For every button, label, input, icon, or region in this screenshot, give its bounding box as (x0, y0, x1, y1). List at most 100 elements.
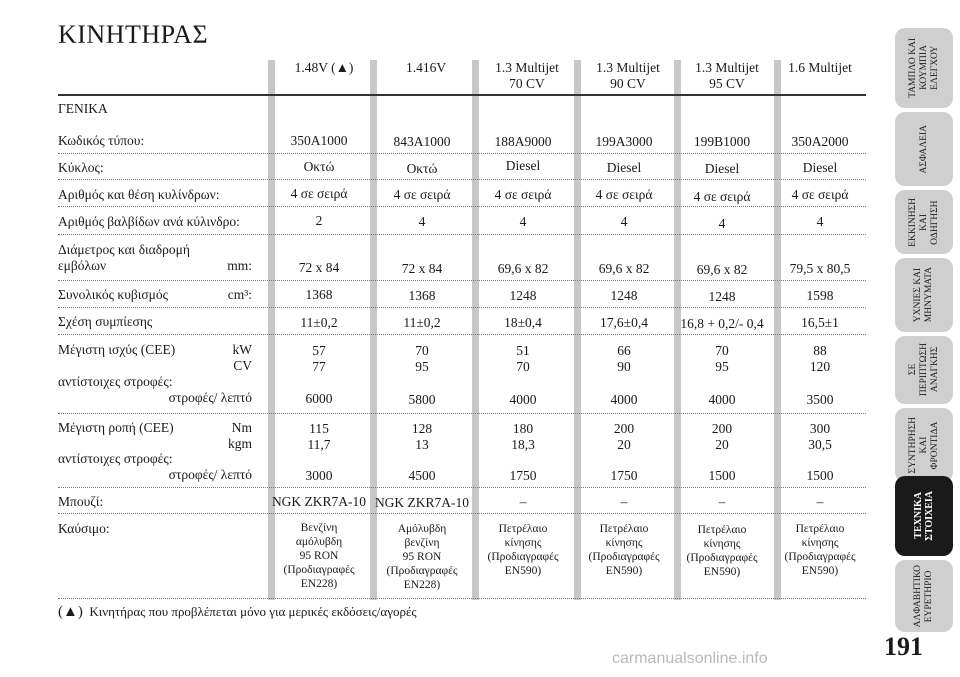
footnote-symbol: (▲) (58, 604, 83, 620)
row-label-cycle: Κύκλος: (58, 160, 104, 175)
row-label-max-power: Μέγιστη ισχύς (CEE) (58, 342, 176, 357)
power-cv-value: 95 (715, 359, 729, 374)
bore-stroke-value: 69,6 x 82 (497, 261, 549, 276)
row-divider (58, 179, 866, 180)
power-kw-value: 66 (617, 343, 631, 358)
engine-code-value: 350A2000 (791, 134, 849, 149)
cylinders-value: 4 σε σειρά (595, 187, 653, 202)
displacement-value: 1368 (305, 287, 333, 302)
fuel-value: Αμόλυβδη βενζίνη 95 RON (Προδιαγραφές EN228) (386, 523, 458, 591)
page-number: 191 (884, 632, 923, 661)
valves-value: 4 (816, 214, 824, 229)
compression-value: 17,6±0,4 (600, 315, 648, 330)
power-kw-value: 70 (415, 343, 429, 358)
row-divider (58, 334, 866, 335)
fuel-value: Πετρέλαιο κίνησης (Προδιαγραφές EN590) (588, 523, 660, 577)
bore-stroke-value: 79,5 x 80,5 (789, 261, 851, 276)
fuel-value: Πετρέλαιο κίνησης (Προδιαγραφές EN590) (487, 523, 559, 577)
row-divider (58, 234, 866, 235)
column-stripe (774, 60, 781, 600)
tab-dashboard-controls[interactable]: ΤΑΜΠΛΟ ΚΑΙ ΚΟΥΜΠΙΑ ΕΛΕΓΧΟΥ (895, 28, 953, 108)
header-divider (58, 94, 866, 96)
power-cv-value: 90 (617, 359, 631, 374)
valves-value: 4 (620, 214, 628, 229)
column-stripe (674, 60, 681, 600)
power-rpm-value: 4000 (708, 392, 736, 407)
valves-value: 2 (315, 213, 323, 228)
power-rpm-value: 3500 (806, 392, 834, 407)
engine-code-value: 199A3000 (595, 134, 653, 149)
torque-kgm-value: 13 (415, 437, 429, 452)
tab-warning-lights-messages[interactable]: ΥΧΝΙΕΣ ΚΑΙ ΜΗΝΥΜΑΤΑ (895, 258, 953, 332)
tab-emergency[interactable]: ΣΕ ΠΕΡΙΠΤΩΣΗ ΑΝΑΓΚΗΣ (895, 336, 953, 404)
bore-stroke-value: 72 x 84 (401, 261, 443, 276)
valves-value: 4 (718, 216, 726, 231)
row-label-spark-plug: Μπουζί: (58, 494, 104, 509)
torque-rpm-value: 3000 (305, 468, 333, 483)
fuel-value: Πετρέλαιο κίνησης (Προδιαγραφές EN590) (686, 524, 758, 578)
column-header-5: 1.3 Multijet 95 CV (695, 60, 759, 91)
power-kw-value: 88 (813, 343, 827, 358)
cylinders-value: 4 σε σειρά (290, 186, 348, 201)
power-cv-value: 95 (415, 359, 429, 374)
tab-maintenance-care[interactable]: ΣΥΝΤΗΡΗΣΗ ΚΑΙ ΦΡΟΝΤΙΔΑ (895, 408, 953, 482)
power-cv-value: 70 (516, 359, 530, 374)
fuel-value: Πετρέλαιο κίνησης (Προδιαγραφές EN590) (784, 523, 856, 577)
unit-cm3: cm³: (227, 287, 252, 302)
cycle-value: Diesel (802, 160, 838, 175)
row-divider (58, 206, 866, 207)
torque-kgm-value: 18,3 (511, 437, 535, 452)
torque-nm-value: 128 (411, 421, 433, 436)
torque-kgm-value: 20 (617, 437, 631, 452)
power-rpm-value: 6000 (305, 391, 333, 406)
spark-plug-value: – (718, 494, 726, 509)
unit-cv: CV (233, 358, 252, 373)
compression-value: 11±0,2 (403, 315, 441, 330)
displacement-value: 1248 (708, 289, 736, 304)
power-cv-value: 77 (312, 359, 326, 374)
torque-rpm-value: 1500 (708, 468, 736, 483)
column-header-4: 1.3 Multijet 90 CV (596, 60, 660, 91)
footnote: (▲) Κινητήρας που προβλέπεται μόνο για μ… (58, 604, 417, 621)
column-stripe (268, 60, 275, 600)
torque-rpm-value: 1750 (509, 468, 537, 483)
bore-stroke-value: 69,6 x 82 (598, 261, 650, 276)
watermark: carmanualsonline.info (612, 650, 768, 667)
tab-safety[interactable]: ΑΣΦΑΛΕΙΑ (895, 112, 953, 186)
tab-technical-data[interactable]: ΤΕΧΝΙΚΑ ΣΤΟΙΧΕΙΑ (895, 476, 953, 556)
power-kw-value: 70 (715, 343, 729, 358)
row-divider (58, 413, 866, 414)
engine-code-value: 350A1000 (290, 133, 348, 148)
row-label-displacement: Συνολικός κυβισμός (58, 287, 168, 302)
compression-value: 11±0,2 (300, 315, 338, 330)
cylinders-value: 4 σε σειρά (494, 187, 552, 202)
column-header-1: 1.48V (▲) (294, 60, 354, 75)
cycle-value: Diesel (505, 158, 541, 173)
spark-plug-value: NGK ZKR7A-10 (374, 495, 470, 510)
tab-alphabetical-index[interactable]: ΑΛΦΑΒΗΤΙΚΟ ΕΥΡΕΤΗΡΙΟ (895, 560, 953, 632)
column-stripe (370, 60, 377, 600)
row-divider (58, 513, 866, 514)
spark-plug-value: – (816, 494, 824, 509)
cycle-value: Οκτώ (303, 159, 335, 174)
spark-plug-value: – (519, 494, 527, 509)
torque-rpm-value: 1500 (806, 468, 834, 483)
cylinders-value: 4 σε σειρά (791, 187, 849, 202)
row-label-valves: Αριθμός βαλβίδων ανά κύλινδρο: (58, 214, 240, 229)
torque-rpm-value: 1750 (610, 468, 638, 483)
torque-nm-value: 300 (809, 421, 831, 436)
cylinders-value: 4 σε σειρά (693, 189, 751, 204)
unit-rpm: στροφές/ λεπτό (168, 467, 252, 482)
displacement-value: 1368 (408, 288, 436, 303)
displacement-value: 1248 (509, 288, 537, 303)
torque-rpm-value: 4500 (408, 468, 436, 483)
displacement-value: 1248 (610, 288, 638, 303)
row-divider (58, 598, 866, 599)
tab-starting-driving[interactable]: ΕΚΚΙΝΗΣΗ ΚΑΙ ΟΔΗΓΗΣΗ (895, 190, 953, 254)
row-label-power-rpm: αντίστοιχες στροφές: (58, 374, 173, 389)
row-divider (58, 487, 866, 488)
column-header-6: 1.6 Multijet (788, 60, 852, 75)
power-rpm-value: 4000 (610, 392, 638, 407)
cycle-value: Diesel (606, 160, 642, 175)
row-label-engine-code: Κωδικός τύπου: (58, 133, 145, 148)
